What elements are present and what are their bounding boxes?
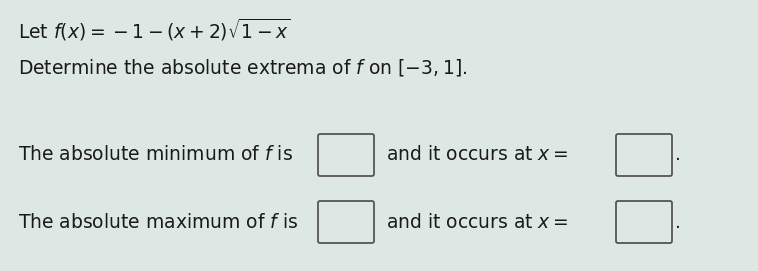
Text: and it occurs at $x =$: and it occurs at $x =$ [386, 212, 574, 231]
Text: Determine the absolute extrema of $f$ on $[-3, 1]$.: Determine the absolute extrema of $f$ on… [18, 57, 467, 79]
FancyBboxPatch shape [318, 201, 374, 243]
Text: .: . [675, 212, 681, 231]
Text: and it occurs at $x =$: and it occurs at $x =$ [386, 146, 574, 164]
Text: The absolute minimum of $f$ is: The absolute minimum of $f$ is [18, 146, 293, 164]
Text: The absolute maximum of $f$ is: The absolute maximum of $f$ is [18, 212, 299, 231]
FancyBboxPatch shape [616, 201, 672, 243]
FancyBboxPatch shape [318, 134, 374, 176]
FancyBboxPatch shape [616, 134, 672, 176]
Text: .: . [675, 146, 681, 164]
Text: Let $f(x) = -1-(x+2)\sqrt{1-x}$: Let $f(x) = -1-(x+2)\sqrt{1-x}$ [18, 17, 291, 43]
